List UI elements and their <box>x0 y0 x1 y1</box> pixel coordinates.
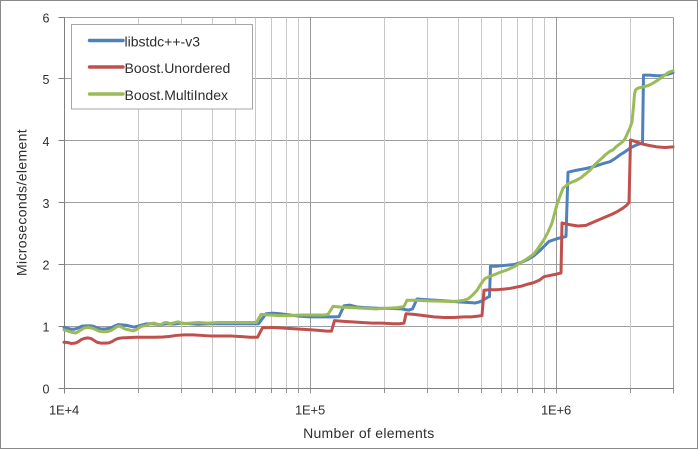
svg-text:6: 6 <box>43 11 50 25</box>
svg-text:Boost.MultiIndex: Boost.MultiIndex <box>125 87 229 103</box>
svg-text:3: 3 <box>43 197 50 211</box>
svg-text:0: 0 <box>43 382 50 396</box>
svg-text:4: 4 <box>43 135 50 149</box>
svg-text:Microseconds/element: Microseconds/element <box>14 129 30 276</box>
svg-text:libstdc++-v3: libstdc++-v3 <box>125 34 201 50</box>
svg-text:Boost.Unordered: Boost.Unordered <box>125 60 231 76</box>
svg-text:1E+6: 1E+6 <box>541 402 571 417</box>
svg-text:2: 2 <box>43 259 50 273</box>
svg-text:1E+4: 1E+4 <box>49 402 79 417</box>
svg-text:1E+5: 1E+5 <box>295 402 325 417</box>
svg-text:1: 1 <box>43 321 50 335</box>
svg-text:5: 5 <box>43 73 50 87</box>
svg-text:Number of elements: Number of elements <box>303 425 434 441</box>
